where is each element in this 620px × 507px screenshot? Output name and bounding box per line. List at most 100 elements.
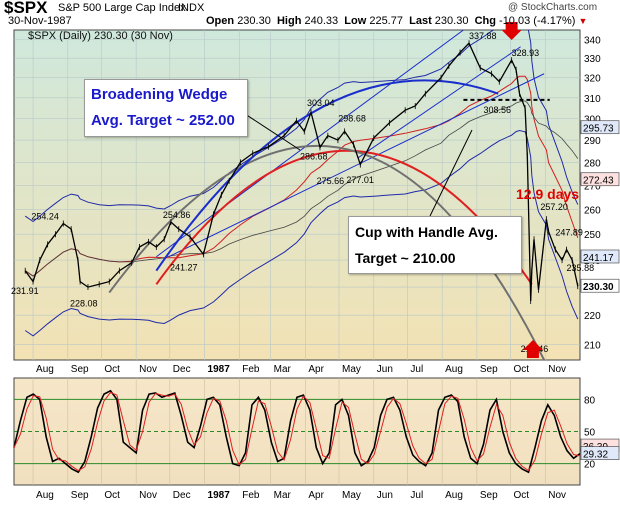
ohlc-readout: Open 230.30 High 240.33 Low 225.77 Last …	[206, 15, 587, 27]
price-annotation: 254.86	[163, 210, 191, 220]
value-box	[580, 172, 620, 187]
osc-x-tick-label: Sep	[480, 490, 498, 501]
value-box	[580, 249, 620, 264]
chart-legend: $SPX (Daily) 230.30 (30 Nov)	[28, 30, 173, 42]
oscillator-signal-line	[13, 391, 581, 472]
symbol-label: $SPX	[4, 0, 48, 17]
osc-x-tick-label: May	[342, 490, 361, 501]
x-tick-label: Sep	[480, 364, 498, 375]
price-annotation: 228.08	[70, 298, 98, 308]
last-value: 230.30	[434, 15, 469, 27]
value-box-label: 230.30	[583, 282, 614, 293]
value-box	[580, 278, 620, 293]
ma-200-line	[24, 100, 579, 277]
x-tick-label: Jul	[410, 364, 423, 375]
x-tick-label: Dec	[173, 364, 191, 375]
y-tick-label: 270	[584, 181, 601, 192]
main-clip-group	[24, 30, 579, 360]
price-annotation: 235.88	[567, 263, 595, 273]
x-tick-label: Oct	[104, 364, 120, 375]
low-label: Low	[344, 15, 367, 27]
y-tick-label: 340	[584, 35, 601, 46]
y-tick-label: 220	[584, 311, 601, 322]
value-box-label: 241.17	[583, 253, 614, 264]
x-tick-label: Jun	[377, 364, 393, 375]
cup-handle-callout: Cup with Handle Avg. Target ~ 210.00	[348, 216, 522, 274]
osc-x-tick-label: 1987	[208, 490, 231, 501]
channel-trendline	[357, 46, 521, 159]
y-tick-label: 320	[584, 74, 601, 85]
high-value: 240.33	[304, 15, 339, 27]
price-annotation: 286.68	[300, 151, 328, 161]
osc-value-box	[580, 446, 620, 460]
upper-envelope-line	[24, 30, 579, 223]
price-annotation: 231.91	[11, 286, 39, 296]
y-tick-label: 330	[584, 54, 601, 65]
x-tick-label: Nov	[139, 364, 157, 375]
cup-callout-pointer	[429, 129, 473, 217]
chg-down-icon: ▼	[578, 16, 588, 26]
osc-x-tick-label: Dec	[173, 490, 191, 501]
osc-x-tick-label: Nov	[548, 490, 566, 501]
x-tick-label: Aug	[36, 364, 54, 375]
y-tick-label: 280	[584, 158, 601, 169]
x-tick-label: Sep	[71, 364, 89, 375]
price-annotation: 298.68	[338, 113, 366, 123]
osc-value-box-label: 29.32	[583, 450, 608, 461]
osc-x-tick-label: Jun	[377, 490, 393, 501]
price-annotation: 337.88	[469, 31, 497, 41]
x-tick-label: Nov	[548, 364, 566, 375]
osc-x-tick-label: Aug	[36, 490, 54, 501]
oscillator-line	[13, 389, 581, 474]
x-tick-label: Mar	[274, 364, 292, 375]
down-arrow-icon	[501, 22, 522, 40]
days-annotation: 12.9 days	[516, 186, 580, 202]
x-tick-label: May	[342, 364, 361, 375]
price-annotation: 303.04	[307, 98, 335, 108]
osc-x-tick-label: Jul	[410, 490, 423, 501]
osc-y-tick-label: 80	[584, 395, 596, 406]
wedge-upper-trendline	[156, 30, 464, 258]
last-label: Last	[409, 15, 432, 27]
osc-x-tick-label: Nov	[139, 490, 157, 501]
osc-x-tick-label: Apr	[308, 490, 324, 501]
price-annotation: 328.93	[512, 48, 540, 58]
price-annotation: 277.01	[346, 175, 374, 185]
osc-x-tick-label: Oct	[514, 490, 530, 501]
price-line	[24, 42, 579, 302]
date-label: 30-Nov-1987	[8, 15, 72, 27]
high-label: High	[276, 15, 302, 27]
open-value: 230.30	[237, 15, 271, 27]
y-tick-label: 310	[584, 94, 601, 105]
broadening-wedge-callout: Broadening Wedge Avg. Target ~ 252.00	[84, 79, 248, 137]
exchange-label: INDX	[178, 2, 205, 14]
value-box-label: 272.43	[583, 176, 614, 187]
x-tick-label: Aug	[445, 364, 463, 375]
price-annotation: 275.66	[317, 176, 345, 186]
chg-value: -10.03 (-4.17%)	[499, 15, 576, 27]
wedge-arc-blue	[155, 79, 499, 272]
watermark: @ StockCharts.com	[508, 2, 598, 13]
x-tick-label: Feb	[242, 364, 260, 375]
x-tick-label: 1987	[208, 364, 231, 375]
y-tick-label: 300	[584, 115, 601, 126]
osc-x-tick-label: Sep	[71, 490, 89, 501]
wedge-lower-trendline	[168, 73, 545, 258]
x-tick-label: Oct	[514, 364, 530, 375]
osc-x-tick-label: Aug	[445, 490, 463, 501]
y-tick-label: 290	[584, 136, 601, 147]
osc-y-tick-label: 50	[584, 428, 596, 439]
chg-label: Chg	[474, 15, 496, 27]
x-tick-label: Apr	[308, 364, 324, 375]
open-label: Open	[206, 15, 235, 27]
low-value: 225.77	[369, 15, 403, 27]
price-annotation: 308.56	[483, 105, 511, 115]
price-annotation: 241.27	[170, 263, 198, 273]
lower-envelope-line	[24, 129, 579, 337]
up-arrow-icon	[522, 340, 543, 358]
osc-x-tick-label: Mar	[274, 490, 292, 501]
osc-y-tick-label: 20	[584, 460, 596, 471]
y-tick-label: 210	[584, 341, 601, 352]
osc-x-tick-label: Feb	[242, 490, 260, 501]
